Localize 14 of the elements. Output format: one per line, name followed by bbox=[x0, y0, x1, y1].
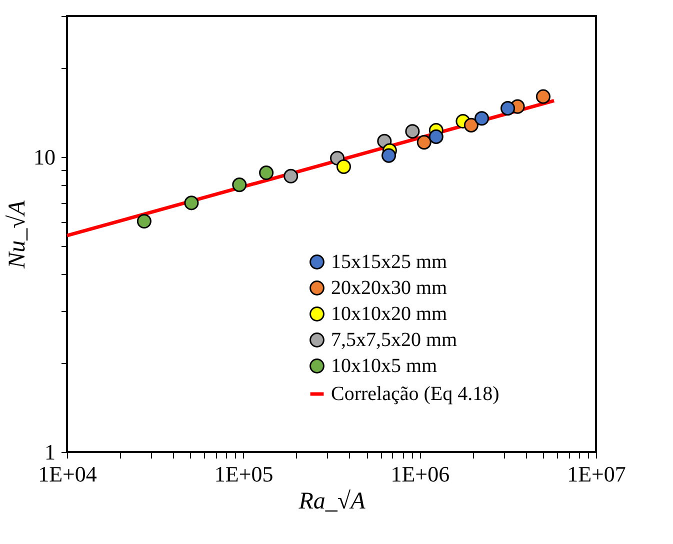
legend-label: 20x20x30 mm bbox=[331, 277, 448, 299]
legend-label: 10x10x5 mm bbox=[331, 355, 438, 377]
x-tick-label: 1E+04 bbox=[38, 462, 97, 486]
legend-label: 7,5x7,5x20 mm bbox=[331, 329, 458, 351]
x-tick-label: 1E+05 bbox=[214, 462, 274, 486]
y-tick-label: 1 bbox=[44, 440, 56, 464]
legend-label: Correlação (Eq 4.18) bbox=[331, 383, 500, 405]
y-axis-title: Nu_√A bbox=[4, 200, 30, 270]
x-tick-label: 1E+07 bbox=[567, 462, 626, 486]
x-tick-label: 1E+06 bbox=[390, 462, 450, 486]
legend-label: 15x15x25 mm bbox=[331, 251, 448, 273]
x-axis-title: Ra_√A bbox=[298, 488, 366, 514]
legend-label: 10x10x20 mm bbox=[331, 303, 448, 325]
y-tick-label: 10 bbox=[34, 144, 56, 170]
